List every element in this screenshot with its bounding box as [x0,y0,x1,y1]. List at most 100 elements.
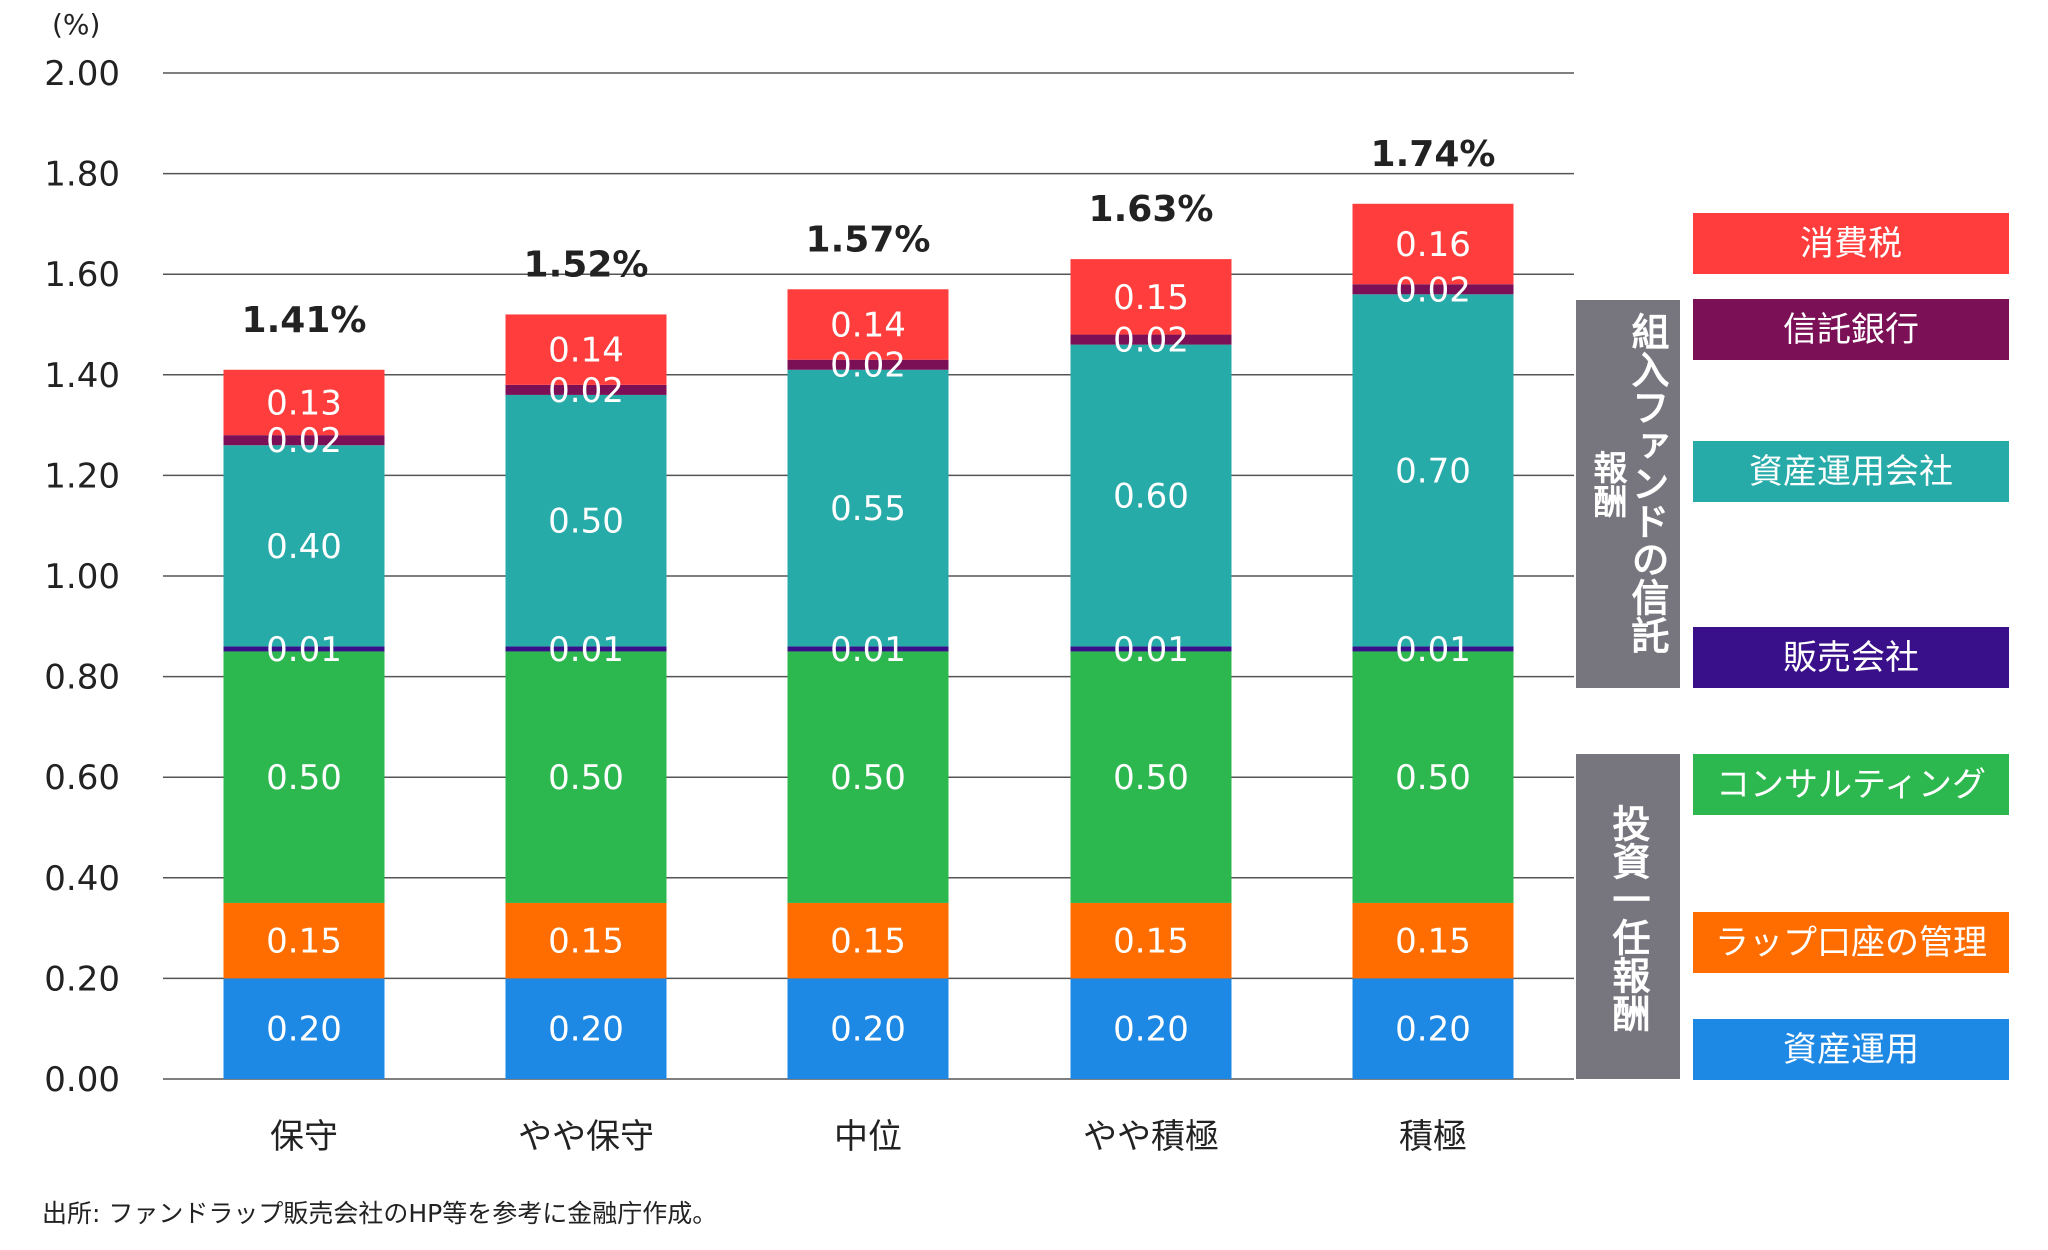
bar-segment [505,394,667,647]
legend-label: 資産運用 [1783,1030,1919,1070]
legend-item: 資産運用会社 [1693,441,2009,502]
bar-segment [1352,284,1514,295]
bar-segment [1070,902,1232,979]
legend-item: 資産運用 [1693,1019,2009,1080]
legend-label: ラップ口座の管理 [1715,923,1987,963]
group-label-discretionary-fee: 投資一任報酬 [1576,754,1680,1079]
bar-segment [1352,902,1514,979]
segment-value-label: 0.20 [548,1010,624,1050]
segment-value-label: 0.13 [266,383,342,423]
category-label: 積極 [1399,1117,1467,1157]
category-label: 保守 [270,1117,338,1157]
segment-value-label: 0.01 [1395,630,1471,670]
y-tick-label: 0.60 [44,758,120,798]
segment-value-label: 0.02 [266,421,342,461]
category-labels: 保守 やや保守 中位 やや積極 積極 [270,1117,1467,1157]
y-tick-label: 1.80 [44,155,120,195]
category-label: 中位 [834,1117,902,1157]
legend-swatch [1693,213,2009,274]
bar-segment [223,902,385,979]
legend-item: 販売会社 [1693,627,2009,688]
segment-value-label: 0.14 [830,306,906,346]
legend-swatch [1693,912,2009,973]
legend-label: 消費税 [1800,224,1902,264]
legend-item: ラップ口座の管理 [1693,912,2009,973]
y-tick-label: 0.40 [44,859,120,899]
y-tick-label: 0.80 [44,658,120,698]
segment-value-label: 0.50 [1395,758,1471,798]
bar-segment [223,369,385,436]
total-label: 1.41% [242,300,367,341]
segment-value-label: 0.15 [266,922,342,962]
y-tick-label: 0.00 [44,1060,120,1100]
bar-stack: 0.200.150.500.010.600.020.151.63% [1070,189,1232,1079]
segment-value-label: 0.50 [830,758,906,798]
segment-value-label: 0.01 [830,630,906,670]
legend-label: コンサルティング [1716,765,1986,805]
segment-value-label: 0.55 [830,489,906,529]
segment-value-label: 0.15 [1113,278,1189,318]
bar-segment [223,435,385,446]
bar-stack: 0.20 0.15 0.50 0.01 0.50 0.020.14 1.52% [505,244,667,1079]
legend-item: コンサルティング [1693,754,2009,815]
y-tick-label: 2.00 [44,54,120,94]
bar-segment [223,978,385,1079]
y-tick-label: 0.20 [44,959,120,999]
legend-swatch [1693,627,2009,688]
group-label-fund-trust-fee: 報酬 組入ファンドの信託 [1576,300,1680,688]
segment-value-label: 0.16 [1395,225,1471,265]
segment-value-label: 0.50 [266,758,342,798]
bar-segment [505,384,667,395]
legend-swatch [1693,441,2009,502]
segment-value-label: 0.01 [1113,630,1189,670]
segment-value-label: 0.01 [548,630,624,670]
bar-segment [505,651,667,903]
total-label: 1.63% [1089,189,1214,230]
legend-label: 販売会社 [1783,638,1919,678]
legend-swatch [1693,754,2009,815]
segment-value-label: 0.50 [1113,758,1189,798]
segment-value-label: 0.40 [266,527,342,567]
bar-segment [787,978,949,1079]
bar-segment [1070,334,1232,345]
category-label: やや保守 [518,1117,654,1157]
segment-value-label: 0.20 [830,1010,906,1050]
bar-segment [787,369,949,647]
total-label: 1.57% [806,219,931,260]
bar-segment [1352,646,1514,652]
segment-value-label: 0.20 [1395,1010,1471,1050]
y-unit-label: (%) [52,8,100,41]
bar-segment [1070,651,1232,903]
bars: 0.200.150.500.010.400.020.131.41%0.200.1… [223,134,1514,1079]
segment-value-label: 0.14 [548,331,624,371]
segment-value-label: 0.50 [548,758,624,798]
bar-segment [505,646,667,652]
legend-label: 信託銀行 [1783,310,1919,350]
bar-segment [505,314,667,385]
bar-segment [1352,978,1514,1079]
legend-item: 消費税 [1693,213,2009,274]
bar-segment [1352,294,1514,647]
source-note: 出所: ファンドラップ販売会社のHP等を参考に金融庁作成。 [42,1199,717,1228]
segment-value-label: 0.02 [1395,270,1471,310]
category-label: やや積極 [1083,1117,1219,1157]
segment-value-label: 0.15 [830,922,906,962]
bar-stack: 0.20 0.15 0.50 0.01 0.40 0.020.13 1.41% [223,300,385,1079]
bar-segment [223,445,385,647]
segment-value-label: 0.02 [548,371,624,411]
segment-value-label: 0.60 [1113,477,1189,517]
group-label-main: 投資一任報酬 [1606,804,1650,1032]
bar-segment [223,646,385,652]
segment-value-label: 0.02 [1113,321,1189,361]
bar-segment [505,902,667,979]
bar-segment [787,651,949,903]
segment-value-label: 0.20 [266,1010,342,1050]
bar-segment [1070,978,1232,1079]
bar-segment [1070,259,1232,335]
segment-value-label: 0.15 [1113,922,1189,962]
y-tick-label: 1.60 [44,255,120,295]
segment-value-label: 0.01 [266,630,342,670]
bar-stack: 0.20 0.15 0.50 0.01 0.55 0.020.14 1.57% [787,219,949,1079]
